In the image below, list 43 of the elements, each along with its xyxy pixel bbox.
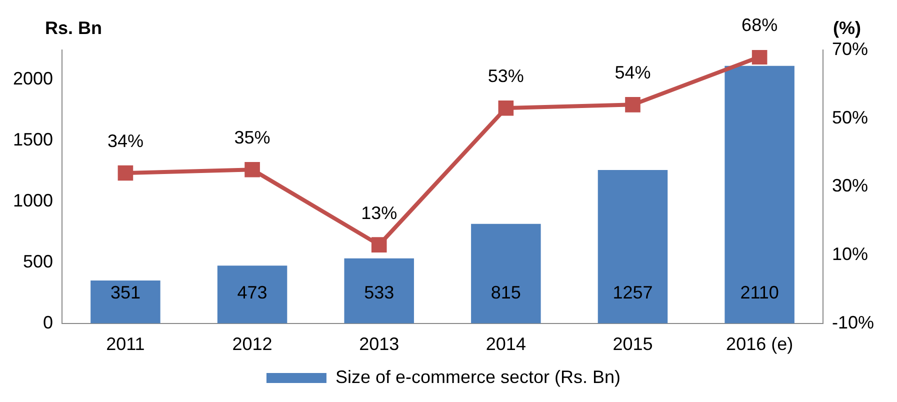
y2-tick-label: 70%	[832, 38, 868, 59]
x-tick-label: 2012	[232, 334, 272, 354]
point	[625, 97, 640, 112]
x-tick-label: 2011	[106, 334, 145, 354]
data-label: 68%	[742, 14, 778, 35]
data-label: 815	[490, 282, 521, 302]
y-axis-title: Rs. Bn	[45, 18, 102, 38]
y2-tick-label: 30%	[832, 176, 868, 196]
data-label: 533	[364, 282, 394, 302]
x-tick-label: 2016 (e)	[726, 334, 794, 354]
y2-tick-label: 10%	[832, 244, 868, 264]
point	[498, 100, 514, 116]
data-label: 473	[237, 282, 268, 302]
bar	[471, 224, 541, 324]
x-tick-label: 2014	[486, 334, 526, 354]
data-label: 35%	[234, 128, 270, 148]
point	[752, 50, 768, 64]
y-tick-label: 0	[43, 312, 54, 332]
point	[371, 237, 387, 252]
data-label: 2110	[740, 282, 779, 302]
y-tick-label: 500	[22, 251, 54, 272]
y-tick-label: 1500	[12, 129, 54, 150]
data-label: 351	[110, 282, 140, 302]
bar	[217, 266, 288, 324]
bar	[598, 170, 668, 324]
y2-tick-label: 50%	[832, 107, 868, 128]
legend-label: Size of e-commerce sector (Rs. Bn)	[335, 366, 621, 387]
bar	[344, 258, 414, 324]
point	[118, 165, 134, 181]
data-label: 53%	[488, 66, 524, 86]
point	[244, 162, 260, 178]
bar	[90, 280, 160, 324]
y2-tick-label: -10%	[832, 312, 874, 332]
data-label: 1257	[612, 282, 653, 302]
bar	[724, 66, 794, 324]
data-label: 13%	[361, 202, 398, 223]
y-tick-label: 2000	[12, 68, 54, 88]
x-tick-label: 2013	[359, 334, 400, 354]
data-label: 34%	[107, 131, 144, 151]
x-tick-label: 2015	[612, 334, 653, 354]
data-label: 54%	[614, 62, 651, 83]
y2-axis-title: (%)	[832, 18, 861, 38]
y-tick-label: 1000	[12, 190, 54, 210]
